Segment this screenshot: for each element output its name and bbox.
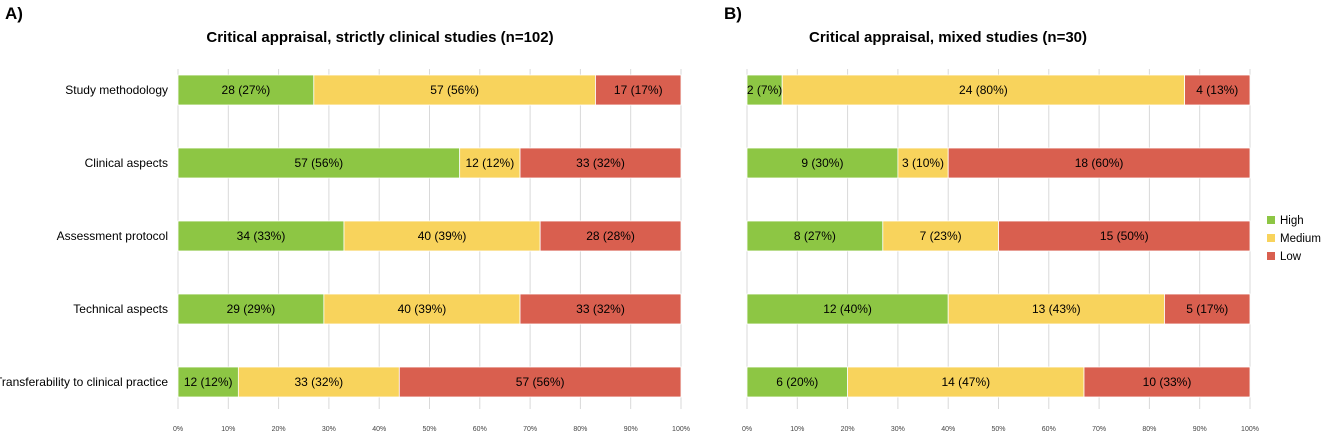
bar-low-assessment-protocol — [998, 220, 1251, 252]
x-tick-label: 30% — [891, 426, 905, 433]
bar-low-study-methodology — [1184, 74, 1251, 106]
bar-high-assessment-protocol — [746, 220, 884, 252]
data-label-low-assessment-protocol: 15 (50%) — [1100, 229, 1149, 243]
data-label-medium-technical-aspects: 13 (43%) — [1032, 302, 1081, 316]
data-label-low-technical-aspects: 33 (32%) — [576, 302, 625, 316]
bar-high-technical-aspects — [177, 293, 325, 325]
bar-medium-transferability-to-clinical-practice — [237, 366, 400, 398]
data-label-high-clinical-aspects: 57 (56%) — [294, 156, 343, 170]
bar-low-transferability-to-clinical-practice — [398, 366, 682, 398]
bar-low-transferability-to-clinical-practice — [1083, 366, 1251, 398]
data-label-low-assessment-protocol: 28 (28%) — [586, 229, 635, 243]
bar-low-technical-aspects — [1164, 293, 1251, 325]
data-label-medium-study-methodology: 57 (56%) — [430, 83, 479, 97]
x-tick-label: 20% — [841, 426, 855, 433]
category-label-transferability-to-clinical-practice: Transferability to clinical practice — [0, 375, 168, 389]
bar-high-transferability-to-clinical-practice — [746, 366, 848, 398]
data-label-high-study-methodology: 28 (27%) — [222, 83, 271, 97]
data-label-high-study-methodology: 2 (7%) — [747, 83, 782, 97]
bar-high-clinical-aspects — [177, 147, 461, 179]
bar-low-clinical-aspects — [519, 147, 682, 179]
bar-low-study-methodology — [595, 74, 682, 106]
data-label-high-transferability-to-clinical-practice: 6 (20%) — [776, 375, 818, 389]
data-label-high-transferability-to-clinical-practice: 12 (12%) — [184, 375, 233, 389]
data-label-medium-study-methodology: 24 (80%) — [959, 83, 1008, 97]
data-label-high-clinical-aspects: 9 (30%) — [801, 156, 843, 170]
x-tick-label: 100% — [1241, 426, 1259, 433]
legend-swatch-medium — [1267, 234, 1275, 242]
data-label-medium-assessment-protocol: 40 (39%) — [418, 229, 467, 243]
category-label-clinical-aspects: Clinical aspects — [85, 156, 168, 170]
data-label-high-assessment-protocol: 34 (33%) — [237, 229, 286, 243]
x-tick-label: 50% — [991, 426, 1005, 433]
category-label-technical-aspects: Technical aspects — [73, 302, 168, 316]
data-label-high-technical-aspects: 29 (29%) — [227, 302, 276, 316]
x-tick-label: 70% — [1092, 426, 1106, 433]
data-label-low-study-methodology: 17 (17%) — [614, 83, 663, 97]
bar-high-clinical-aspects — [746, 147, 899, 179]
data-label-medium-technical-aspects: 40 (39%) — [398, 302, 447, 316]
data-label-medium-clinical-aspects: 12 (12%) — [466, 156, 515, 170]
x-tick-label: 100% — [672, 426, 690, 433]
chart-title: Critical appraisal, mixed studies (n=30) — [809, 29, 1087, 46]
category-label-study-methodology: Study methodology — [65, 83, 168, 97]
x-tick-label: 20% — [272, 426, 286, 433]
bar-high-assessment-protocol — [177, 220, 345, 252]
bar-low-technical-aspects — [519, 293, 682, 325]
x-tick-label: 10% — [790, 426, 804, 433]
x-tick-label: 90% — [624, 426, 638, 433]
data-label-high-technical-aspects: 12 (40%) — [823, 302, 872, 316]
x-tick-label: 40% — [372, 426, 386, 433]
x-tick-label: 40% — [941, 426, 955, 433]
legend-label-low: Low — [1280, 251, 1302, 263]
bar-high-study-methodology — [177, 74, 315, 106]
x-tick-label: 70% — [523, 426, 537, 433]
data-label-low-transferability-to-clinical-practice: 10 (33%) — [1143, 375, 1192, 389]
data-label-high-assessment-protocol: 8 (27%) — [794, 229, 836, 243]
panel-letter: B) — [724, 4, 742, 23]
x-tick-label: 80% — [1142, 426, 1156, 433]
panel-a: A) Critical appraisal, strictly clinical … — [0, 4, 690, 433]
data-label-low-study-methodology: 4 (13%) — [1196, 83, 1238, 97]
x-tick-label: 60% — [473, 426, 487, 433]
bar-medium-technical-aspects — [323, 293, 521, 325]
bar-high-study-methodology — [746, 74, 783, 106]
legend-label-medium: Medium — [1280, 233, 1321, 245]
bar-medium-clinical-aspects — [459, 147, 521, 179]
x-tick-label: 50% — [422, 426, 436, 433]
bar-medium-assessment-protocol — [882, 220, 999, 252]
bar-low-assessment-protocol — [539, 220, 682, 252]
x-tick-label: 0% — [742, 426, 752, 433]
data-label-medium-clinical-aspects: 3 (10%) — [902, 156, 944, 170]
legend-swatch-low — [1267, 252, 1275, 260]
bar-low-clinical-aspects — [947, 147, 1251, 179]
data-label-medium-transferability-to-clinical-practice: 14 (47%) — [941, 375, 990, 389]
x-tick-label: 60% — [1042, 426, 1056, 433]
panel-letter: A) — [5, 4, 23, 23]
bar-high-technical-aspects — [746, 293, 949, 325]
bar-high-transferability-to-clinical-practice — [177, 366, 239, 398]
data-label-medium-assessment-protocol: 7 (23%) — [920, 229, 962, 243]
chart-title: Critical appraisal, strictly clinical st… — [206, 29, 553, 46]
data-label-low-clinical-aspects: 18 (60%) — [1075, 156, 1124, 170]
data-label-low-transferability-to-clinical-practice: 57 (56%) — [516, 375, 565, 389]
x-tick-label: 10% — [221, 426, 235, 433]
legend-label-high: High — [1280, 215, 1304, 227]
bar-medium-study-methodology — [313, 74, 596, 106]
legend: High Medium Low — [1267, 215, 1321, 263]
panel-b: B) Critical appraisal, mixed studies (n=3… — [724, 4, 1259, 433]
data-label-low-clinical-aspects: 33 (32%) — [576, 156, 625, 170]
x-tick-label: 90% — [1193, 426, 1207, 433]
legend-swatch-high — [1267, 216, 1275, 224]
x-tick-label: 30% — [322, 426, 336, 433]
x-tick-label: 80% — [573, 426, 587, 433]
data-label-medium-transferability-to-clinical-practice: 33 (32%) — [294, 375, 343, 389]
data-label-low-technical-aspects: 5 (17%) — [1186, 302, 1228, 316]
bar-medium-clinical-aspects — [897, 147, 949, 179]
bar-medium-transferability-to-clinical-practice — [847, 366, 1085, 398]
x-tick-label: 0% — [173, 426, 183, 433]
category-label-assessment-protocol: Assessment protocol — [57, 229, 168, 243]
